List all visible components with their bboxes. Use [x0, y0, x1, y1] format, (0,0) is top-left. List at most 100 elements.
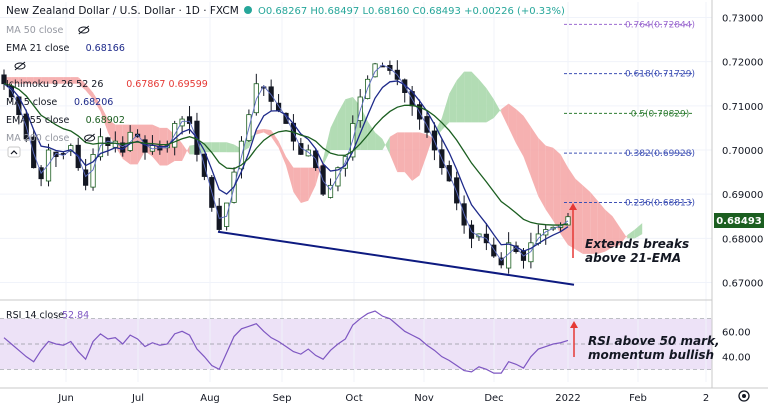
last-price-label: 0.68493 — [716, 216, 762, 227]
fib-label: 0.236(0.68813) — [625, 198, 695, 208]
candle-body — [357, 96, 363, 122]
market-status-icon — [244, 6, 252, 14]
ohlc-readout: O0.68267 H0.68497 L0.68160 C0.68493 +0.0… — [258, 6, 565, 17]
legend-label: MA 50 close — [6, 25, 63, 36]
time-tick: 2022 — [555, 393, 580, 404]
cloud-segment — [612, 216, 620, 248]
ema55-line — [3, 83, 569, 226]
settings-gear-icon[interactable] — [738, 390, 750, 402]
time-tick: Sep — [273, 393, 292, 404]
time-tick: Oct — [345, 393, 362, 404]
legend-row[interactable]: MA 50 close — [6, 25, 90, 36]
legend-label: MA 5 close — [6, 97, 57, 108]
support-trendline — [217, 230, 575, 286]
candle-body — [261, 86, 267, 89]
time-tick: Nov — [414, 393, 434, 404]
candle-body — [305, 149, 311, 157]
legend-value: 0.68206 — [74, 97, 113, 108]
candle-body — [491, 244, 497, 257]
cloud-segment — [85, 83, 94, 100]
cloud-segment — [619, 227, 628, 245]
rsi-line — [3, 310, 569, 374]
cloud-segment — [464, 71, 472, 123]
cloud-segment — [553, 147, 561, 234]
candle-body — [528, 242, 534, 263]
cloud-segment — [597, 200, 606, 254]
eye-hidden-icon — [78, 25, 90, 35]
price-arrow-head — [569, 203, 577, 210]
cloud-segment — [493, 99, 502, 118]
cloud-segment — [152, 124, 160, 166]
rsi-legend-value: 52.84 — [62, 310, 89, 321]
cloud-segment — [412, 132, 420, 181]
legend-label: MA 200 close — [6, 133, 69, 144]
cloud-segment — [263, 129, 272, 137]
candle-body — [476, 233, 482, 238]
price-tick: 0.69000 — [722, 190, 763, 201]
cloud-segment — [26, 77, 34, 84]
collapse-legend-icon — [7, 146, 21, 158]
time-tick: Feb — [629, 393, 647, 404]
candle-body — [424, 116, 430, 133]
rsi-annotation-line1: RSI above 50 mark, — [588, 334, 720, 348]
rsi-lines — [0, 310, 712, 374]
rsi-tick-40: 40.00 — [722, 353, 751, 364]
cloud-segment — [456, 71, 465, 123]
candle-body — [83, 169, 89, 186]
candle-body — [179, 118, 185, 127]
price-tick: 0.67000 — [722, 279, 763, 290]
fib-levels: 0.764(0.72844) 0.618(0.71729) 0.5(0.70829)… — [564, 20, 695, 208]
cloud-segment — [486, 88, 494, 123]
candle-body — [565, 216, 571, 226]
time-tick: Dec — [484, 393, 503, 404]
legend-row[interactable] — [14, 61, 26, 71]
legend-row[interactable]: Ichimoku 9 26 52 26 0.67867 0.69599 — [6, 79, 208, 90]
cloud-segment — [78, 77, 86, 91]
cloud-segment — [48, 77, 56, 84]
legend-row[interactable]: MA 5 close 0.68206 — [6, 97, 113, 108]
rsi-arrow-head — [570, 321, 578, 328]
cloud-segment — [471, 71, 479, 123]
last-price-label-bg — [714, 213, 764, 228]
fib-label: 0.5(0.70829) — [631, 109, 690, 119]
indicator-legend[interactable]: MA 50 close EMA 21 close 0.68166 Ichimoku 9… — [6, 25, 208, 158]
price-tick: 0.70000 — [722, 146, 763, 157]
legend-value: 0.68166 — [86, 43, 125, 54]
price-tick: 0.72000 — [722, 58, 763, 69]
ichimoku-cloud — [4, 71, 643, 254]
cloud-segment — [375, 132, 383, 150]
cloud-segment — [330, 112, 338, 150]
ma5-line — [3, 64, 569, 262]
legend-row[interactable]: MA 200 close — [6, 133, 96, 144]
cloud-segment — [93, 92, 101, 112]
price-annotation-line1: Extends breaks — [585, 237, 689, 251]
cloud-segment — [590, 191, 598, 254]
cloud-segment — [530, 126, 539, 197]
candle-body — [446, 165, 452, 182]
candle-body — [372, 63, 378, 78]
eye-hidden-icon — [14, 61, 26, 71]
legend-label: Ichimoku 9 26 52 26 — [6, 79, 103, 90]
price-tick: 0.71000 — [722, 102, 763, 113]
time-tick: Aug — [200, 393, 220, 404]
rsi-legend-label: RSI 14 close — [6, 310, 64, 321]
cloud-segment — [300, 167, 309, 204]
fib-label: 0.382(0.69928) — [625, 149, 695, 159]
price-tick: 0.73000 — [722, 13, 763, 24]
cloud-segment — [441, 93, 450, 131]
cloud-segment — [404, 132, 413, 181]
annotation-arrows — [569, 203, 578, 357]
candle-body — [90, 154, 96, 188]
legend-row[interactable]: EMA 55 close 0.68902 — [6, 115, 125, 126]
cloud-segment — [382, 136, 390, 155]
time-axis[interactable]: Jun Jul Aug Sep Oct Nov Dec 2022 Feb 2 — [57, 393, 709, 404]
chart-title: New Zealand Dollar / U.S. Dollar · 1D · … — [6, 5, 239, 17]
legend-row[interactable]: EMA 21 close 0.68166 — [6, 43, 125, 54]
cloud-segment — [18, 77, 27, 84]
price-axis[interactable]: 0.73000 0.72000 0.71000 0.70000 0.69000 0.680… — [722, 13, 763, 289]
cloud-segment — [100, 104, 108, 133]
cloud-segment — [41, 77, 49, 84]
time-tick: 2 — [703, 393, 709, 404]
cloud-segment — [538, 137, 546, 210]
